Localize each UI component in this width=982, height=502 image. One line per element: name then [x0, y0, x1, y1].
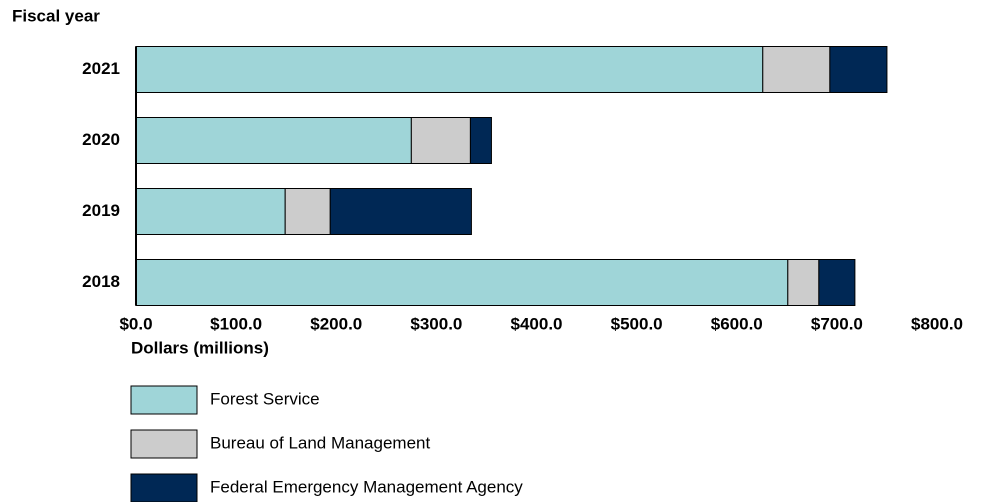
y-tick-label: 2019 — [82, 201, 120, 220]
bar-segment — [135, 117, 412, 164]
bar-segment — [135, 188, 286, 235]
x-tick-label: $200.0 — [310, 314, 362, 333]
x-tick-label: $600.0 — [711, 314, 763, 333]
bar-segment — [135, 46, 764, 93]
y-tick-label: 2020 — [82, 130, 120, 149]
x-axis-title: Dollars (millions) — [131, 338, 269, 357]
bar-segment — [829, 46, 888, 93]
bar-segment — [469, 117, 492, 164]
x-tick-label: $800.0 — [911, 314, 963, 333]
legend-swatch — [130, 429, 198, 459]
x-tick-label: $300.0 — [410, 314, 462, 333]
x-tick-label: $700.0 — [811, 314, 863, 333]
bar-segment — [284, 188, 331, 235]
bar-segment — [762, 46, 831, 93]
x-tick-label: $0.0 — [119, 314, 152, 333]
x-tick-label: $500.0 — [611, 314, 663, 333]
y-tick-label: 2018 — [82, 272, 120, 291]
legend-swatch — [130, 473, 198, 502]
bar-segment — [818, 259, 856, 306]
bar-segment — [135, 259, 789, 306]
legend-label: Forest Service — [210, 389, 320, 408]
legend-label: Bureau of Land Management — [210, 433, 430, 452]
x-tick-label: $100.0 — [210, 314, 262, 333]
bar-segment — [787, 259, 820, 306]
x-tick-label: $400.0 — [511, 314, 563, 333]
y-axis-title: Fiscal year — [12, 6, 100, 25]
y-tick-label: 2021 — [82, 59, 120, 78]
legend-label: Federal Emergency Management Agency — [210, 477, 523, 496]
bar-segment — [329, 188, 472, 235]
legend-swatch — [130, 385, 198, 415]
bar-segment — [410, 117, 471, 164]
